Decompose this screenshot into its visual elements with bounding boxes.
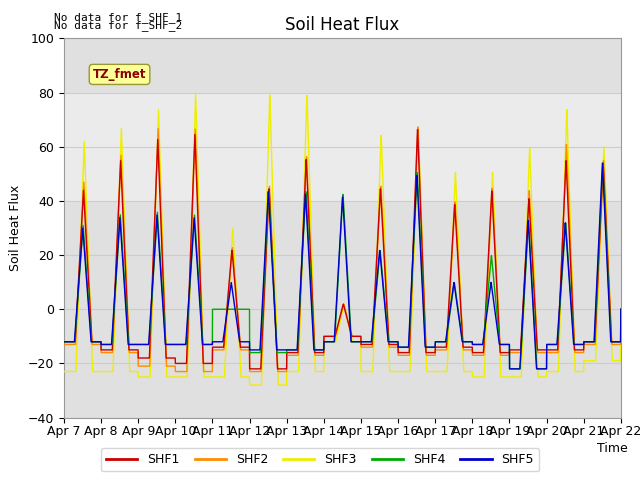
Bar (64, 93, 621, 201)
Legend: SHF1, SHF2, SHF3, SHF4, SHF5: SHF1, SHF2, SHF3, SHF4, SHF5 (101, 448, 539, 471)
Text: TZ_fmet: TZ_fmet (93, 68, 147, 81)
Text: No data for f_SHF_2: No data for f_SHF_2 (54, 20, 182, 31)
Text: No data for f_SHF_1: No data for f_SHF_1 (54, 12, 182, 23)
X-axis label: Time: Time (597, 442, 628, 455)
Title: Soil Heat Flux: Soil Heat Flux (285, 16, 399, 34)
Y-axis label: Soil Heat Flux: Soil Heat Flux (10, 185, 22, 271)
